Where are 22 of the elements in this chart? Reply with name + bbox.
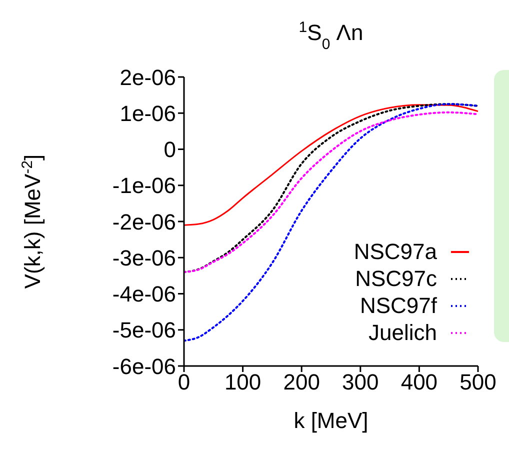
legend-label: Juelich [368, 319, 437, 346]
x-tick-label: 500 [460, 370, 496, 395]
y-tick-label: -3e-06 [112, 245, 176, 270]
y-tick-label: -2e-06 [112, 209, 176, 234]
legend-label: NSC97a [354, 238, 437, 265]
line-series [184, 103, 478, 342]
x-tick-label: 200 [283, 370, 320, 395]
y-tick-label: 1e-06 [120, 100, 176, 126]
x-tick-label: 100 [224, 370, 262, 395]
y-tick-label: -5e-06 [112, 318, 176, 343]
line-series [184, 104, 478, 226]
y-tick-label: 2e-06 [120, 64, 176, 90]
legend-label: NSC97c [355, 265, 437, 292]
x-axis-title: k [MeV] [294, 408, 368, 433]
legend-label: NSC97f [360, 292, 437, 319]
y-tick-label: -1e-06 [112, 173, 176, 198]
y-tick-label: -4e-06 [112, 282, 176, 307]
x-tick-label: 400 [400, 370, 438, 395]
x-tick-label: 300 [342, 370, 379, 395]
y-tick-label: 0 [164, 137, 176, 162]
chart-title: $^{1}$S$_{0}$ Λn [298, 18, 364, 52]
y-tick-label: -6e-06 [112, 354, 176, 379]
